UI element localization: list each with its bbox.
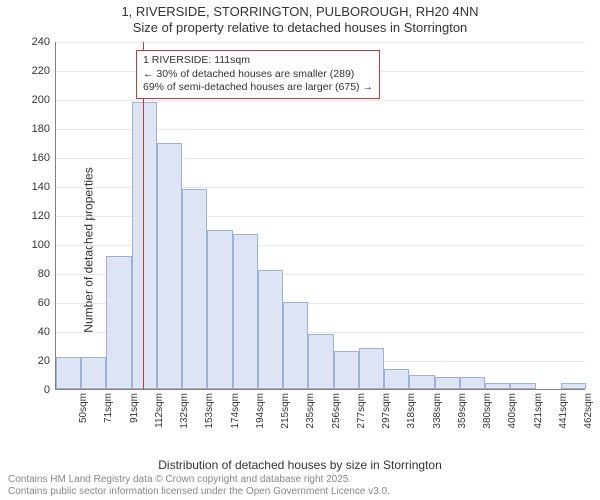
bar xyxy=(510,383,535,389)
x-tick-label: 256sqm xyxy=(331,393,342,429)
bar xyxy=(233,234,258,389)
y-tick-label: 200 xyxy=(32,94,50,106)
x-tick-label: 215sqm xyxy=(280,393,291,429)
bar xyxy=(132,102,157,389)
bar xyxy=(182,189,207,389)
bar xyxy=(106,256,131,389)
x-tick-label: 174sqm xyxy=(230,393,241,429)
x-tick-label: 400sqm xyxy=(507,393,518,429)
bar xyxy=(157,143,182,390)
credits: Contains HM Land Registry data © Crown c… xyxy=(8,474,390,498)
x-tick-label: 194sqm xyxy=(255,393,266,429)
bar xyxy=(56,357,81,389)
y-tick-label: 180 xyxy=(32,123,50,135)
bar xyxy=(283,302,308,389)
x-tick-label: 71sqm xyxy=(103,393,114,423)
x-axis-label: Distribution of detached houses by size … xyxy=(0,458,600,472)
bar xyxy=(561,383,586,389)
title-line-2: Size of property relative to detached ho… xyxy=(0,20,600,35)
x-tick-label: 235sqm xyxy=(305,393,316,429)
y-tick-label: 40 xyxy=(38,326,50,338)
credits-line-1: Contains HM Land Registry data © Crown c… xyxy=(8,474,390,486)
x-tick-label: 380sqm xyxy=(482,393,493,429)
x-tick-label: 50sqm xyxy=(78,393,89,423)
bar xyxy=(308,334,333,389)
x-tick-label: 338sqm xyxy=(432,393,443,429)
y-tick-label: 140 xyxy=(32,181,50,193)
y-tick-label: 100 xyxy=(32,239,50,251)
y-tick-label: 220 xyxy=(32,65,50,77)
bar xyxy=(334,351,359,389)
callout: 1 RIVERSIDE: 111sqm← 30% of detached hou… xyxy=(136,50,380,99)
callout-line: 1 RIVERSIDE: 111sqm xyxy=(143,54,373,68)
x-tick-label: 318sqm xyxy=(406,393,417,429)
x-tick-label: 421sqm xyxy=(533,393,544,429)
x-tick-label: 91sqm xyxy=(129,393,140,423)
y-tick-label: 240 xyxy=(32,36,50,48)
x-tick-label: 277sqm xyxy=(356,393,367,429)
x-tick-label: 153sqm xyxy=(204,393,215,429)
x-tick-label: 441sqm xyxy=(558,393,569,429)
plot-area: 02040608010012014016018020022024050sqm71… xyxy=(55,42,585,390)
chart-container: 1, RIVERSIDE, STORRINGTON, PULBOROUGH, R… xyxy=(0,0,600,500)
bar xyxy=(81,357,106,389)
bar xyxy=(258,270,283,389)
bar xyxy=(435,377,460,389)
callout-line: ← 30% of detached houses are smaller (28… xyxy=(143,68,373,82)
y-tick-label: 20 xyxy=(38,355,50,367)
y-tick-label: 80 xyxy=(38,268,50,280)
y-tick-label: 160 xyxy=(32,152,50,164)
x-tick-label: 132sqm xyxy=(179,393,190,429)
bar xyxy=(207,230,232,390)
y-tick-label: 120 xyxy=(32,210,50,222)
y-tick-label: 60 xyxy=(38,297,50,309)
bar xyxy=(485,383,510,389)
x-tick-label: 462sqm xyxy=(583,393,594,429)
bar xyxy=(359,348,384,389)
credits-line-2: Contains public sector information licen… xyxy=(8,486,390,498)
x-tick-label: 297sqm xyxy=(381,393,392,429)
bar xyxy=(460,377,485,389)
bar xyxy=(409,375,434,390)
x-tick-label: 112sqm xyxy=(154,393,165,428)
x-tick-label: 359sqm xyxy=(457,393,468,429)
title-line-1: 1, RIVERSIDE, STORRINGTON, PULBOROUGH, R… xyxy=(0,4,600,19)
y-tick-label: 0 xyxy=(44,384,50,396)
bar xyxy=(384,369,409,389)
callout-line: 69% of semi-detached houses are larger (… xyxy=(143,81,373,95)
